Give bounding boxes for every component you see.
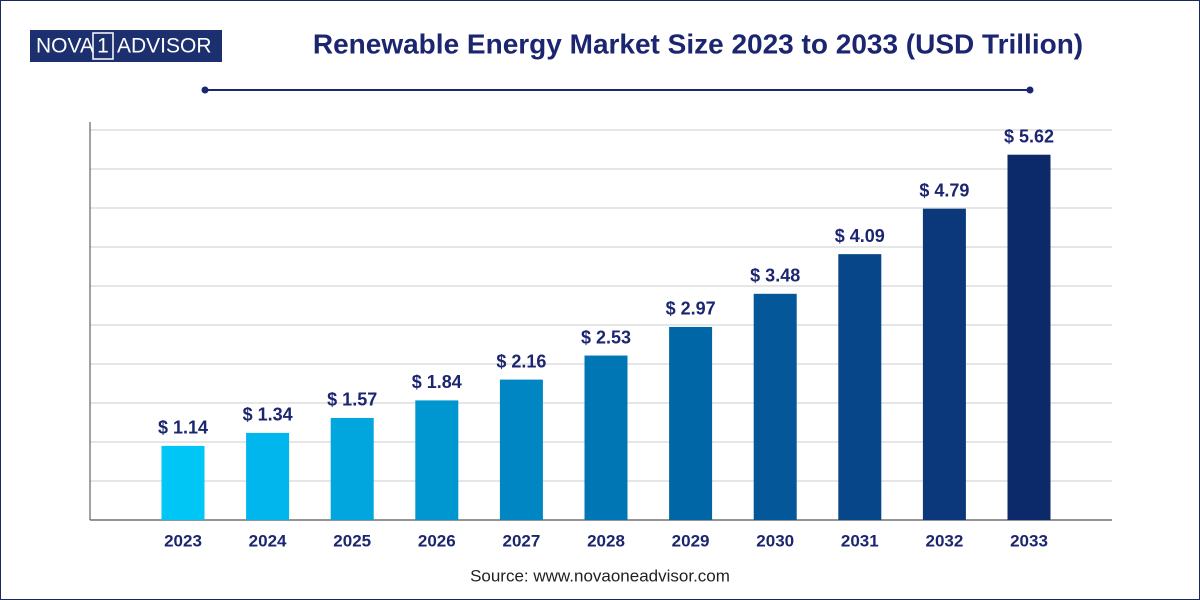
chart-title: Renewable Energy Market Size 2023 to 203… [313,28,1083,59]
bar [584,355,628,520]
data-label: $ 1.84 [412,372,462,392]
data-label: $ 5.62 [1004,126,1054,146]
bar [330,417,374,520]
data-label: $ 1.57 [327,390,377,410]
data-label: $ 3.48 [750,266,800,286]
x-tick-label: 2026 [418,531,456,550]
x-tick-label: 2029 [672,531,710,550]
data-label: $ 2.97 [666,299,716,319]
data-label: $ 1.34 [243,405,293,425]
logo-box [92,32,114,60]
source: Source: www.novaoneadvisor.com [470,566,730,585]
logo: NOVA 1 ADVISOR [30,30,222,62]
bar [246,432,290,520]
logo-mark: 1 [97,35,109,58]
logo-background [30,30,222,62]
data-label: $ 2.16 [496,351,546,371]
rule-dot [1026,86,1034,94]
data-label: $ 4.09 [835,226,885,246]
bar [161,445,205,520]
x-tick-label: 2024 [249,531,287,550]
bar [838,254,882,520]
x-tick-label: 2031 [841,531,879,550]
data-label: $ 2.53 [581,327,631,347]
x-tick-label: 2030 [756,531,794,550]
x-tick-label: 2028 [587,531,625,550]
bar [922,208,966,520]
x-tick-label: 2025 [333,531,371,550]
x-tick-label: 2027 [502,531,540,550]
x-tick-label: 2033 [1010,531,1048,550]
logo-text: ADVISOR [117,35,212,58]
bar [415,400,459,520]
bar [499,379,543,520]
data-label: $ 1.14 [158,418,208,438]
bar [753,293,797,520]
data-label: $ 4.79 [919,180,969,200]
bar [1007,154,1051,520]
logo-text: NOVA [36,35,94,58]
x-tick-label: 2032 [925,531,963,550]
rule-dot [201,86,209,94]
bar [669,326,713,520]
x-tick-label: 2023 [164,531,202,550]
